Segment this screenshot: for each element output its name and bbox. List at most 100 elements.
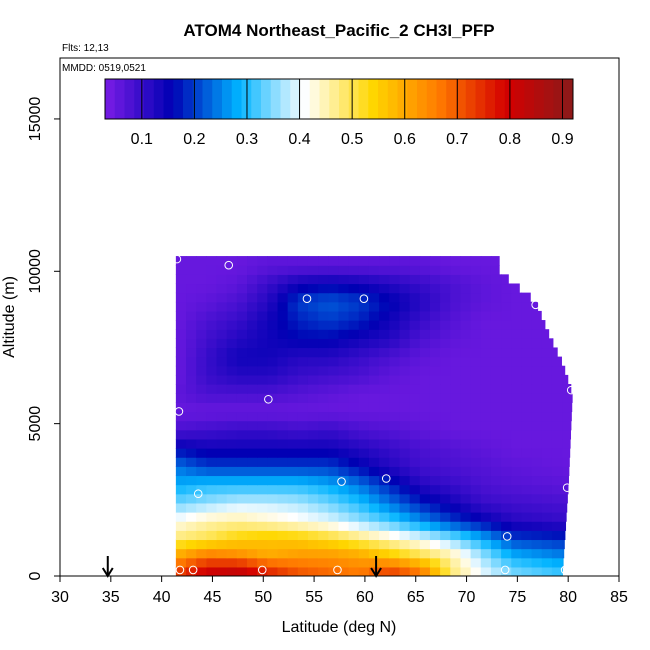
field-cell	[247, 484, 258, 495]
field-cell	[348, 347, 360, 358]
field-cell	[226, 466, 238, 477]
field-cell	[226, 411, 238, 422]
field-cell	[521, 429, 533, 440]
field-cell	[358, 411, 370, 422]
field-cell	[541, 512, 553, 522]
field-cell	[226, 566, 238, 576]
field-cell	[287, 274, 299, 285]
field-cell	[186, 548, 197, 559]
field-cell	[277, 438, 289, 449]
field-cell	[307, 274, 319, 285]
field-cell	[409, 274, 421, 285]
field-cell	[348, 292, 360, 303]
field-cell	[440, 365, 451, 376]
colorbar-tick-label: 0.5	[341, 131, 363, 148]
field-cell	[511, 320, 523, 330]
field-cell	[399, 411, 411, 422]
field-cell	[379, 484, 390, 495]
field-cell	[429, 329, 441, 339]
field-cell	[196, 429, 207, 440]
field-cell	[348, 512, 360, 522]
field-cell	[206, 438, 218, 449]
field-cell	[562, 448, 571, 458]
field-cell	[287, 310, 299, 321]
field-cell	[389, 347, 401, 358]
field-cell	[450, 457, 462, 467]
field-cell	[348, 502, 360, 513]
field-cell	[216, 274, 228, 285]
field-cell	[348, 320, 360, 330]
field-cell	[521, 402, 533, 413]
field-cell	[186, 274, 197, 285]
field-cell	[226, 310, 238, 321]
field-cell	[440, 475, 451, 486]
field-cell	[226, 448, 238, 458]
field-cell	[368, 493, 380, 504]
field-cell	[287, 329, 299, 339]
field-cell	[348, 338, 360, 349]
field-cell	[307, 374, 319, 385]
field-cell	[368, 420, 380, 431]
field-cell	[531, 484, 543, 495]
field-cell	[216, 539, 228, 550]
field-cell	[429, 384, 441, 394]
field-cell	[307, 402, 319, 413]
field-cell	[419, 411, 431, 422]
field-cell	[206, 448, 218, 458]
field-cell	[297, 521, 309, 531]
field-cell	[379, 457, 390, 467]
field-cell	[480, 512, 492, 522]
field-cell	[348, 521, 360, 531]
field-cell	[399, 548, 411, 559]
field-cell	[389, 365, 401, 376]
field-cell	[348, 411, 360, 422]
field-cell	[562, 539, 565, 550]
field-cell	[389, 384, 401, 394]
field-cell	[216, 265, 228, 275]
field-cell	[480, 448, 492, 458]
field-cell	[419, 557, 431, 568]
field-cell	[338, 475, 350, 486]
field-cell	[399, 557, 411, 568]
field-cell	[541, 475, 553, 486]
field-cell	[338, 265, 350, 275]
field-cell	[379, 438, 390, 449]
field-cell	[206, 393, 218, 403]
field-cell	[379, 320, 390, 330]
field-cell	[389, 512, 401, 522]
field-cell	[297, 393, 309, 403]
field-cell	[307, 301, 319, 312]
x-tick-label: 75	[508, 589, 526, 606]
field-cell	[307, 310, 319, 321]
observation-point	[531, 300, 540, 310]
field-cell	[490, 448, 502, 458]
field-cell	[389, 557, 401, 568]
field-cell	[470, 420, 482, 431]
field-cell	[501, 466, 512, 477]
field-cell	[409, 374, 421, 385]
field-cell	[450, 393, 462, 403]
field-cell	[236, 466, 248, 477]
field-cell	[328, 301, 340, 312]
field-cell	[399, 457, 411, 467]
field-cell	[287, 530, 299, 541]
field-cell	[175, 402, 187, 413]
field-cell	[267, 512, 279, 522]
field-cell	[186, 457, 197, 467]
field-cell	[460, 420, 472, 431]
field-cell	[460, 384, 472, 394]
field-cell	[277, 557, 289, 568]
field-cell	[419, 374, 431, 385]
field-cell	[562, 548, 565, 559]
field-cell	[257, 429, 268, 440]
field-cell	[206, 566, 218, 576]
field-cell	[328, 557, 340, 568]
field-cell	[450, 429, 462, 440]
field-cell	[257, 457, 268, 467]
field-cell	[318, 292, 329, 303]
field-cell	[267, 365, 279, 376]
field-cell	[297, 502, 309, 513]
field-cell	[511, 512, 523, 522]
colorbar	[104, 78, 574, 120]
field-cell	[277, 338, 289, 349]
